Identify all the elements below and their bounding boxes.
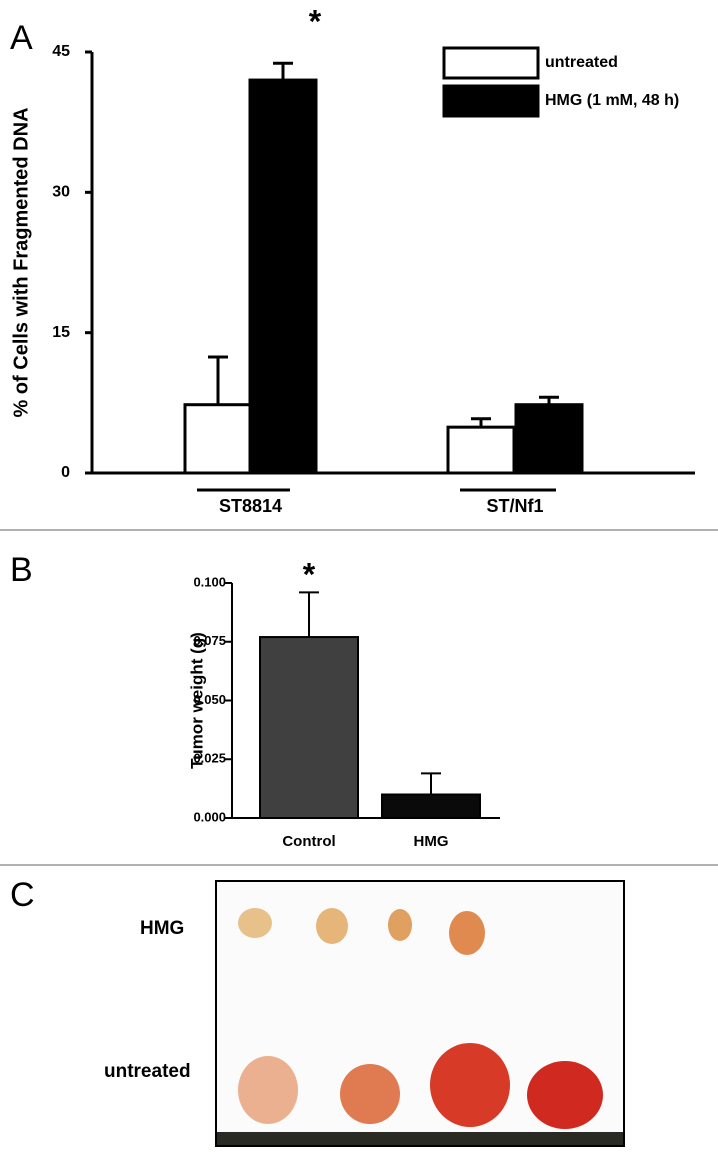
y-tick-label: 30: [52, 184, 70, 201]
bar: [248, 78, 318, 475]
y-axis-title: % of Cells with Fragmented DNA: [10, 107, 32, 417]
y-tick-label: 45: [52, 43, 70, 60]
bar: [381, 793, 481, 819]
annotation: *: [303, 556, 316, 592]
y-tick-label: 15: [52, 324, 70, 341]
panel-label: C: [10, 876, 35, 914]
bar: [446, 425, 516, 475]
legend-label: untreated: [545, 54, 618, 71]
y-tick-label: 0.050: [193, 692, 226, 707]
row-label: HMG: [140, 918, 184, 939]
y-axis-title: Tumor weight (g): [187, 632, 206, 769]
x-tick-label: Control: [282, 833, 335, 850]
annotation: *: [309, 3, 322, 39]
y-tick-label: 0.000: [193, 809, 226, 824]
legend-swatch: [442, 84, 540, 118]
panel-label: A: [10, 19, 33, 57]
x-tick-label: ST/Nf1: [486, 496, 543, 516]
x-tick-label: HMG: [414, 833, 449, 850]
photo: [215, 880, 625, 1147]
bar: [514, 403, 584, 475]
row-label: untreated: [104, 1061, 191, 1082]
bar: [183, 403, 253, 475]
bar: [259, 636, 359, 819]
y-tick-label: 0.075: [193, 633, 226, 648]
y-tick-label: 0: [61, 464, 70, 481]
panel-label: B: [10, 551, 33, 589]
legend-swatch: [442, 46, 540, 80]
y-tick-label: 0.025: [193, 751, 226, 766]
legend-label: HMG (1 mM, 48 h): [545, 92, 679, 109]
x-tick-label: ST8814: [219, 496, 282, 516]
y-tick-label: 0.100: [193, 574, 226, 589]
